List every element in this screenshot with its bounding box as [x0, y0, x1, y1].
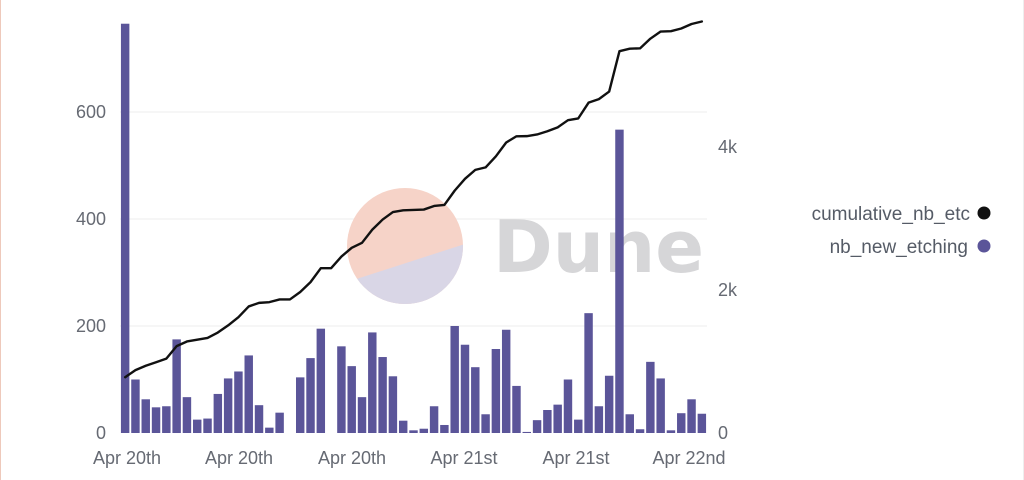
y-right-tick-label: 4k	[718, 137, 738, 157]
bar	[501, 329, 511, 433]
bar	[141, 399, 150, 433]
bar	[244, 355, 253, 433]
bar	[522, 431, 531, 433]
bar	[625, 414, 634, 433]
bar	[574, 419, 583, 434]
bar	[296, 377, 305, 433]
bar	[275, 412, 284, 433]
bar	[193, 419, 202, 434]
bar	[440, 424, 449, 433]
x-tick-label: Apr 21st	[430, 448, 497, 468]
bar	[398, 420, 408, 433]
bar	[409, 430, 418, 433]
bar	[213, 393, 223, 433]
y-left-tick-label: 200	[76, 316, 106, 336]
x-axis: Apr 20th Apr 20th Apr 20th Apr 21st Apr 21st…	[93, 448, 726, 468]
bar	[594, 406, 604, 433]
bar	[563, 379, 573, 433]
line-series-cumulative	[123, 20, 704, 379]
bar	[388, 376, 398, 433]
bar	[316, 328, 326, 433]
bar	[429, 406, 439, 433]
bar	[615, 129, 624, 433]
bar	[460, 344, 470, 433]
bar	[131, 379, 140, 433]
legend-marker-cumulative	[977, 206, 991, 220]
bar	[357, 397, 367, 433]
bar	[697, 413, 707, 433]
legend-item-new-etching[interactable]: nb_new_etching	[830, 237, 991, 258]
bar	[306, 358, 315, 433]
bar	[543, 410, 552, 433]
legend-label-new-etching: nb_new_etching	[830, 237, 968, 258]
x-tick-label: Apr 21st	[542, 448, 609, 468]
bar	[687, 399, 696, 433]
bar	[254, 405, 264, 433]
y-right-tick-label: 2k	[718, 280, 738, 300]
bar	[265, 427, 274, 433]
bar	[419, 428, 429, 433]
bar	[646, 361, 655, 433]
bar	[604, 375, 614, 433]
bar	[347, 366, 356, 434]
bar	[223, 378, 233, 433]
bar	[677, 413, 686, 433]
bar	[512, 385, 521, 433]
bar	[337, 346, 346, 433]
bars-series-nb-new-etching	[120, 23, 707, 434]
bar	[481, 414, 490, 433]
y-left-tick-label: 400	[76, 209, 106, 229]
left-y-axis: 0 200 400 600	[76, 102, 106, 443]
bar	[368, 332, 377, 433]
bar	[532, 420, 542, 433]
bar	[471, 367, 480, 433]
x-tick-label: Apr 20th	[318, 448, 386, 468]
x-tick-label: Apr 20th	[205, 448, 273, 468]
x-tick-label: Apr 20th	[93, 448, 161, 468]
bar	[120, 23, 130, 433]
bar	[182, 397, 192, 433]
bar	[584, 313, 593, 433]
cumulative-line	[123, 20, 704, 379]
bar	[491, 349, 501, 433]
y-left-tick-label: 600	[76, 102, 106, 122]
watermark-text: Dune	[493, 205, 704, 289]
legend-item-cumulative[interactable]: cumulative_nb_etc	[812, 204, 991, 225]
bar	[151, 407, 161, 433]
bar	[450, 326, 459, 433]
right-y-axis: 0 2k 4k	[718, 137, 738, 443]
legend-label-cumulative: cumulative_nb_etc	[812, 204, 970, 225]
bar	[635, 429, 645, 433]
y-left-tick-label: 0	[96, 423, 106, 443]
bar	[172, 339, 181, 434]
bar	[203, 418, 212, 433]
bar	[656, 378, 665, 433]
dune-watermark-logo: Dune	[347, 188, 704, 304]
bar	[234, 371, 243, 433]
bar	[378, 357, 387, 433]
x-tick-label: Apr 22nd	[652, 448, 725, 468]
legend-marker-new-etching	[977, 239, 991, 253]
bar	[666, 430, 676, 433]
y-right-tick-label: 0	[718, 423, 728, 443]
legend[interactable]: cumulative_nb_etc nb_new_etching	[812, 204, 991, 258]
bar	[553, 404, 562, 433]
bar	[162, 406, 171, 433]
